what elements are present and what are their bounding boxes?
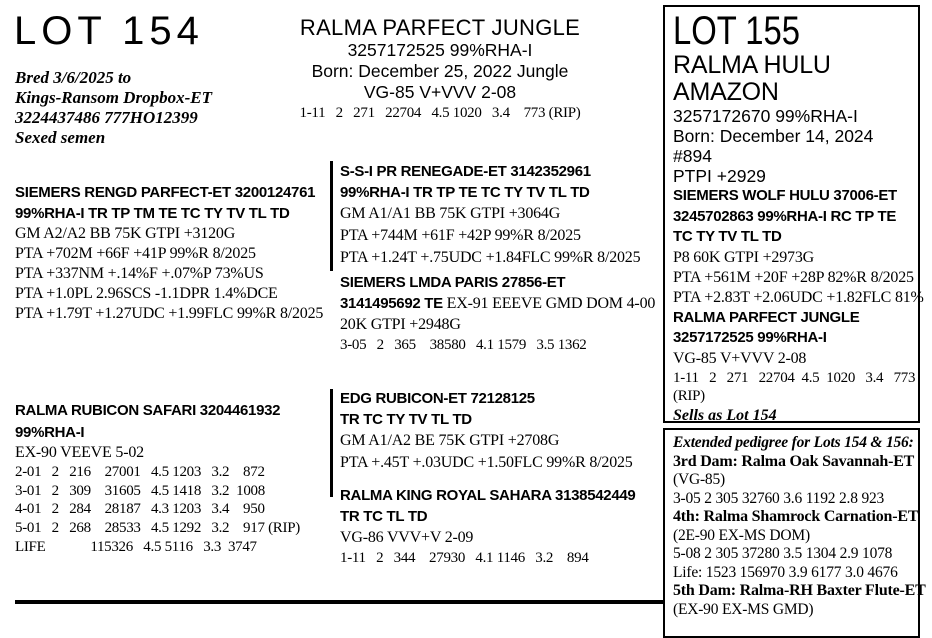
dam-lactation-record: 3-01 2 309 31605 4.5 1418 3.2 1008 xyxy=(15,482,265,499)
sire-sire-name: S-S-I PR RENEGADE-ET 3142352961 xyxy=(340,163,591,180)
lot-155-dam-lactation-record: 1-11 2 271 22704 4.5 1020 3.4 773 xyxy=(673,369,916,386)
fourth-dam-name: 4th: Ralma Shamrock Carnation-ET xyxy=(673,508,919,525)
extended-pedigree-box: Extended pedigree for Lots 154 & 156: 3r… xyxy=(663,428,926,638)
lot-155-sire-name: SIEMERS WOLF HULU 37006-ET xyxy=(673,187,897,204)
lot-155-sire-genomic-line: P8 60K GTPI +2973G xyxy=(673,248,814,266)
sire-pta-line: PTA +1.0PL 2.96SCS -1.1DPR 1.4%DCE xyxy=(15,285,278,302)
subject-header: RALMA PARFECT JUNGLE 3257172525 99%RHA-I… xyxy=(262,15,618,124)
fourth-dam-record: 5-08 2 305 37280 3.5 1304 2.9 1078 xyxy=(673,545,893,562)
subject-lactation-record: 1-11 2 271 22704 4.5 1020 3.4 773 (RIP) xyxy=(299,105,581,121)
lot-155-dam-name: RALMA PARFECT JUNGLE xyxy=(673,308,860,326)
dam-sire-pta-line: PTA +.45T +.03UDC +1.50FLC 99%R 8/2025 xyxy=(340,454,633,471)
sire-genomic-line: GM A2/A2 BB 75K GTPI +3120G xyxy=(15,225,236,242)
lot-154-title: LOT 154 xyxy=(14,9,204,53)
sire-dam-genomic-line: 20K GTPI +2948G xyxy=(340,316,461,333)
sire-pta-line: PTA +337NM +.14%F +.07%P 73%US xyxy=(15,265,264,282)
bred-to-note: Bred 3/6/2025 to Kings-Ransom Dropbox-ET… xyxy=(15,68,212,148)
sire-pta-line: PTA +1.79T +1.27UDC +1.99FLC 99%R 8/2025 xyxy=(15,305,324,322)
lot-155-name: RALMA HULU xyxy=(673,51,831,79)
extended-pedigree-title: Extended pedigree for Lots 154 & 156: xyxy=(673,434,914,451)
dam-codes: 99%RHA-I xyxy=(15,423,85,441)
bred-note-line: Sexed semen xyxy=(15,128,106,147)
page-divider-rule xyxy=(15,600,663,604)
lot-155-sire-pta-line: PTA +561M +20F +28P 82%R 8/2025 xyxy=(673,268,914,286)
sire-codes: 99%RHA-I TR TP TM TE TC TY TV TL TD xyxy=(15,205,290,222)
lot-155-dam-score: VG-85 V+VVV 2-08 xyxy=(673,349,807,367)
lot-155-name: AMAZON xyxy=(673,78,779,106)
sire-sire-block: S-S-I PR RENEGADE-ET 3142352961 99%RHA-I… xyxy=(340,161,641,269)
lot-155-tag-number: #894 xyxy=(673,146,712,166)
sire-dam-reg-score: 3141495692 TE EX-91 EEEVE GMD DOM 4-00 xyxy=(340,293,655,314)
pedigree-connector-line xyxy=(330,389,333,497)
sire-pta-line: PTA +702M +66F +41P 99%R 8/2025 xyxy=(15,245,256,262)
fifth-dam-score: (EX-90 EX-MS GMD) xyxy=(673,600,814,618)
dam-sire-genomic-line: GM A1/A2 BE 75K GTPI +2708G xyxy=(340,432,560,449)
bred-note-line: 3224437486 777HO12399 xyxy=(15,108,198,127)
dam-lactation-record: 2-01 2 216 27001 4.5 1203 3.2 872 xyxy=(15,464,265,480)
dam-name: RALMA RUBICON SAFARI 3204461932 xyxy=(15,402,281,419)
dam-dam-name: RALMA KING ROYAL SAHARA 3138542449 xyxy=(340,487,636,504)
dam-dam-lactation-record: 1-11 2 344 27930 4.1 1146 3.2 894 xyxy=(340,550,589,566)
lot-155-ptpi: PTPI +2929 xyxy=(673,166,766,186)
sire-dam-lactation-record: 3-05 2 365 38580 4.1 1579 3.5 1362 xyxy=(340,337,587,353)
fourth-dam-lifetime-record: Life: 1523 156970 3.9 6177 3.0 4676 xyxy=(673,563,898,581)
pedigree-connector-line xyxy=(330,161,333,271)
dam-block: RALMA RUBICON SAFARI 3204461932 99%RHA-I… xyxy=(15,400,300,557)
bred-note-line: Kings-Ransom Dropbox-ET xyxy=(15,88,212,107)
sire-dam-score: EX-91 EEEVE GMD DOM 4-00 xyxy=(442,295,656,312)
dam-sire-name: EDG RUBICON-ET 72128125 xyxy=(340,390,535,407)
third-dam-record: 3-05 2 305 32760 3.6 1192 2.8 923 xyxy=(673,489,885,507)
lot-155-title: LOT 155 xyxy=(673,9,801,53)
sire-name: SIEMERS RENGD PARFECT-ET 3200124761 xyxy=(15,184,316,201)
third-dam-name: 3rd Dam: Ralma Oak Savannah-ET xyxy=(673,452,915,470)
lot-155-sire-reg: 3245702863 99%RHA-I RC TP TE xyxy=(673,207,897,225)
fourth-dam-score: (2E-90 EX-MS DOM) xyxy=(673,526,810,544)
sire-sire-pta-line: PTA +1.24T +.75UDC +1.84FLC 99%R 8/2025 xyxy=(340,249,641,266)
sire-sire-pta-line: PTA +744M +61F +42P 99%R 8/2025 xyxy=(340,227,581,244)
lot-155-birthdate: Born: December 14, 2024 xyxy=(673,126,874,146)
dam-dam-block: RALMA KING ROYAL SAHARA 3138542449 TR TC… xyxy=(340,485,636,569)
lot-155-sire-codes: TC TY TV TL TD xyxy=(673,228,782,245)
dam-dam-codes: TR TC TL TD xyxy=(340,508,428,525)
lot-155-box: LOT 155 RALMA HULU AMAZON 3257172670 99%… xyxy=(663,5,924,424)
dam-classification-score: EX-90 VEEVE 5-02 xyxy=(15,444,144,461)
sells-as-note: Sells as Lot 154 xyxy=(673,406,777,424)
dam-sire-codes: TR TC TY TV TL TD xyxy=(340,411,472,428)
fifth-dam-name: 5th Dam: Ralma-RH Baxter Flute-ET xyxy=(673,582,926,599)
sire-block: SIEMERS RENGD PARFECT-ET 3200124761 99%R… xyxy=(15,182,323,324)
third-dam-score: (VG-85) xyxy=(673,471,725,488)
catalog-page: { "lot154": { "title": "LOT 154", "bred_… xyxy=(14,5,926,638)
dam-dam-score: VG-86 VVV+V 2-09 xyxy=(340,529,474,546)
dam-lactation-record: 4-01 2 284 28187 4.3 1203 3.4 950 xyxy=(15,501,265,518)
lot-155-registration: 3257172670 99%RHA-I xyxy=(673,106,858,126)
sire-sire-genomic-line: GM A1/A1 BB 75K GTPI +3064G xyxy=(340,205,561,222)
lot-155-dam-reg: 3257172525 99%RHA-I xyxy=(673,329,827,346)
lot-155-dam-lactation-record-cont: (RIP) xyxy=(673,388,705,404)
subject-registration: 3257172525 99%RHA-I xyxy=(347,40,533,60)
dam-lactation-record: 5-01 2 268 28533 4.5 1292 3.2 917 (RIP) xyxy=(15,520,300,537)
sire-dam-block: SIEMERS LMDA PARIS 27856-ET 3141495692 T… xyxy=(340,272,655,356)
subject-birthdate: Born: December 25, 2022 Jungle xyxy=(311,61,569,81)
dam-sire-block: EDG RUBICON-ET 72128125 TR TC TY TV TL T… xyxy=(340,388,633,474)
dam-lifetime-record: LIFE 115326 4.5 5116 3.3 3747 xyxy=(15,538,257,555)
subject-classification-score: VG-85 V+VVV 2-08 xyxy=(363,82,517,102)
sire-dam-name: SIEMERS LMDA PARIS 27856-ET xyxy=(340,274,566,291)
subject-name: RALMA PARFECT JUNGLE xyxy=(299,15,581,40)
bred-note-line: Bred 3/6/2025 to xyxy=(15,68,132,87)
sire-sire-codes: 99%RHA-I TR TP TE TC TY TV TL TD xyxy=(340,184,590,201)
lot-155-sire-pta-line: PTA +2.83T +2.06UDC +1.82FLC 81% xyxy=(673,288,924,306)
sire-dam-registration: 3141495692 TE xyxy=(340,295,443,312)
